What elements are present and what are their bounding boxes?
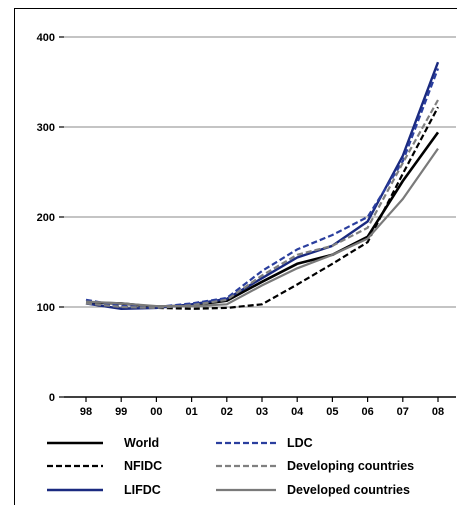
x-tick-label: 99: [115, 406, 127, 418]
x-tick-label: 01: [185, 406, 197, 418]
y-tick-label: 200: [37, 212, 55, 224]
x-tick-label: 02: [221, 406, 233, 418]
x-tick-label: 08: [432, 406, 444, 418]
series-line-developing-countries: [85, 99, 439, 309]
x-tick-label: 04: [291, 406, 304, 418]
series-line-developed-countries: [85, 147, 439, 308]
legend-label: Developing countries: [287, 459, 414, 473]
y-tick-label: 100: [37, 302, 55, 314]
x-tick-label: 06: [361, 406, 373, 418]
legend-label: NFIDC: [124, 459, 162, 473]
y-tick-label: 300: [37, 122, 55, 134]
legend-label: LDC: [287, 436, 313, 450]
y-tick-label: 400: [37, 32, 55, 44]
legend-label: World: [124, 436, 159, 450]
chart-frame: [14, 8, 457, 505]
x-tick-label: 98: [80, 406, 92, 418]
legend-label: Developed countries: [287, 483, 410, 497]
x-tick-label: 05: [326, 406, 338, 418]
legend-label: LIFDC: [124, 483, 161, 497]
x-tick-label: 03: [256, 406, 268, 418]
x-tick-label: 07: [397, 406, 409, 418]
y-tick-label: 0: [49, 392, 55, 404]
x-tick-label: 00: [150, 406, 162, 418]
